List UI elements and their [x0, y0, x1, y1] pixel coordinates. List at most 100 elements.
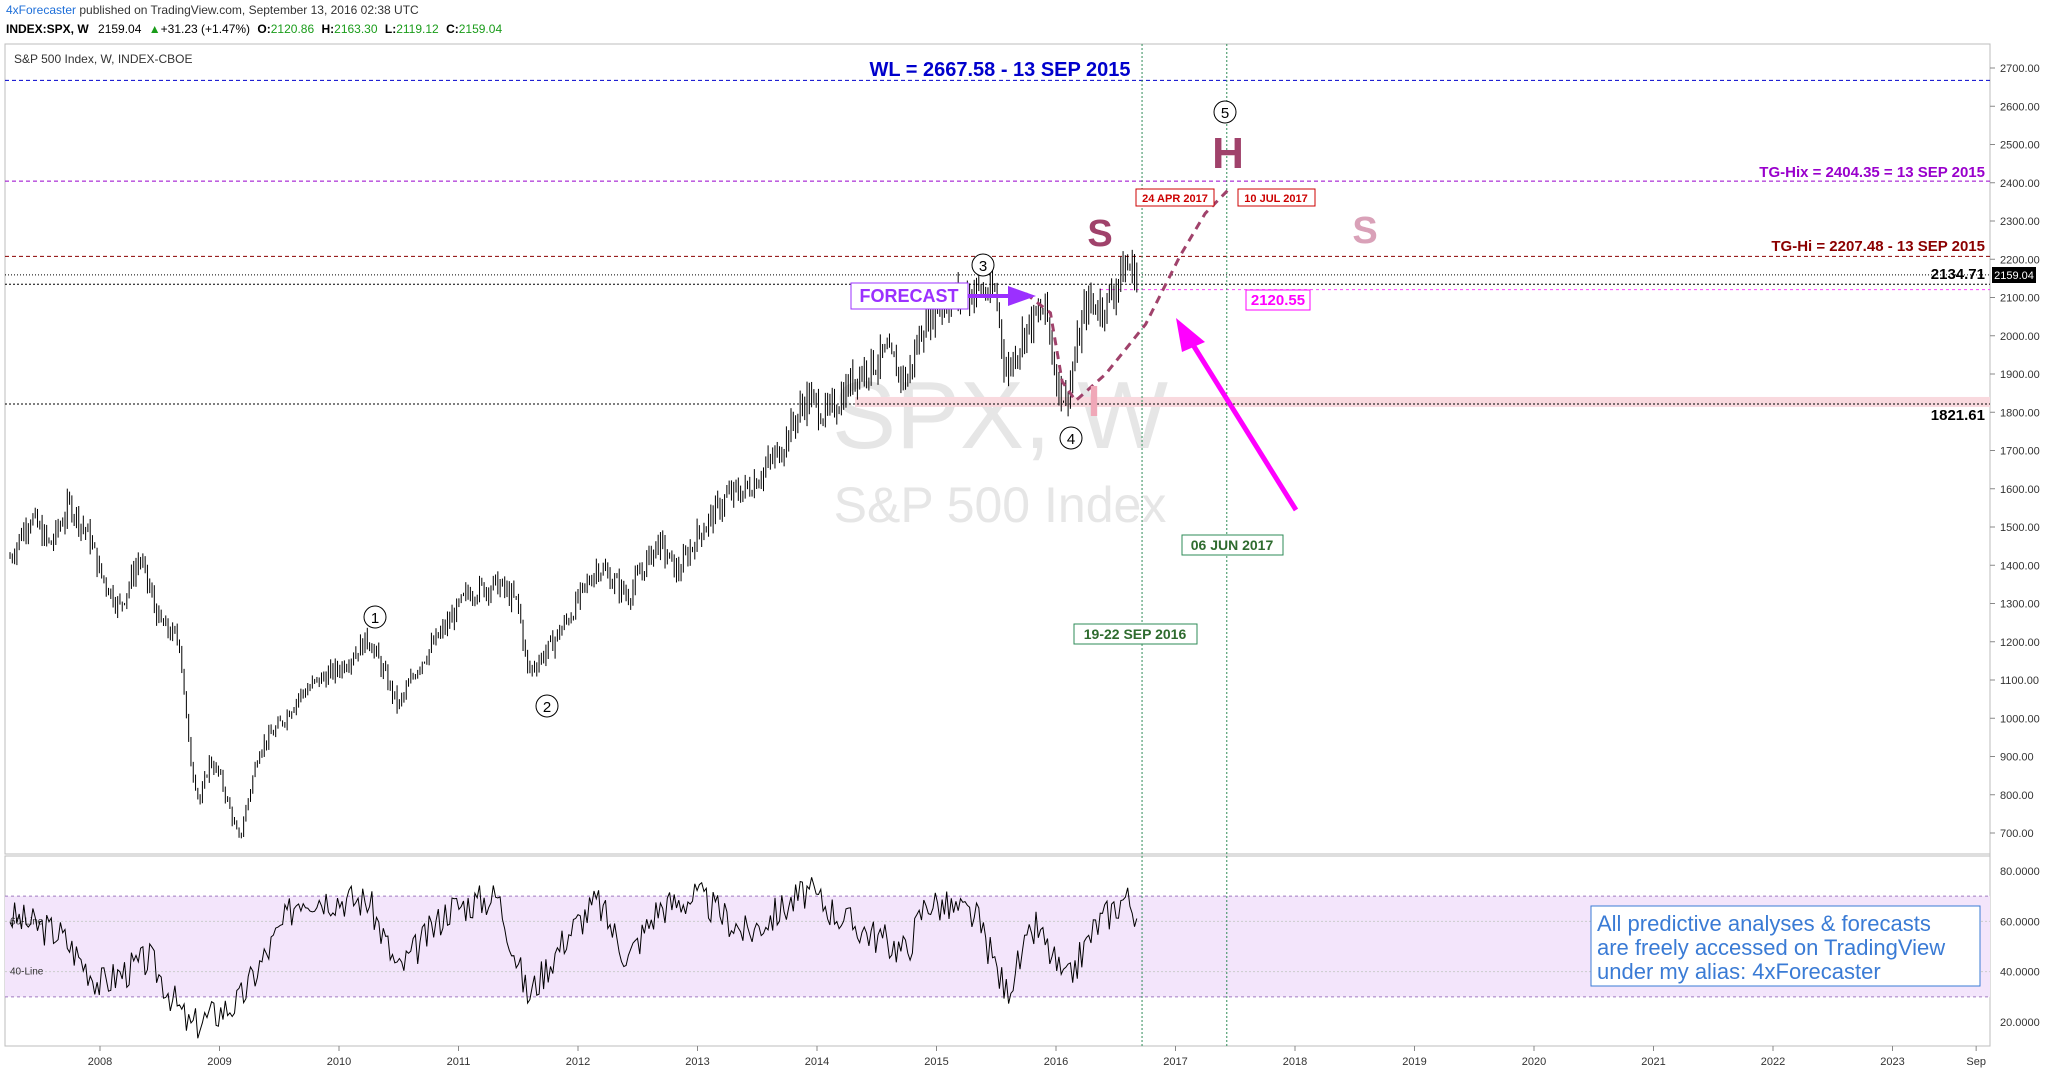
wave-2-marker: 2: [535, 694, 559, 718]
time-tick-label: 2019: [1402, 1056, 1426, 1068]
price-tick-label: 900.00: [2000, 752, 2034, 764]
time-tick-label: 2012: [566, 1056, 590, 1068]
rsi-series-line: [9, 877, 1138, 1039]
pattern-i-marker: I: [1088, 377, 1100, 426]
forecast-curve[interactable]: [1024, 185, 1233, 404]
up-triangle-icon: ▲: [149, 22, 161, 36]
time-axis[interactable]: 2008 2009 2010 2011 2012 2013 2014 2015 2016 2017…: [88, 1046, 1986, 1068]
price-tick-label: 1300.00: [2000, 599, 2040, 611]
close-label: C:: [446, 22, 459, 36]
last-price: 2159.04: [98, 22, 142, 36]
header-line-2: INDEX:SPX, W 2159.04 ▲+31.23 (+1.47%) O:…: [6, 22, 502, 36]
high-value: 2163.30: [334, 22, 378, 36]
low-label: L:: [385, 22, 396, 36]
price-tick-label: 1600.00: [2000, 484, 2040, 496]
rsi-60-label: 60-Line: [10, 916, 44, 927]
wave-5-marker: 5: [1213, 100, 1237, 124]
pattern-right-shoulder: S: [1352, 210, 1377, 252]
open-value: 2120.86: [271, 22, 315, 36]
price-tick-label: 1500.00: [2000, 522, 2040, 534]
wave-1-marker: 1: [363, 605, 387, 629]
price-tick-label: 2300.00: [2000, 216, 2040, 228]
time-tick-label: 2018: [1283, 1056, 1307, 1068]
rsi-40-label: 40-Line: [10, 967, 44, 978]
time-tick-label: 2016: [1044, 1056, 1068, 1068]
time-tick-label: 2017: [1163, 1056, 1187, 1068]
time-tick-label: 2014: [805, 1056, 829, 1068]
info-line-1: All predictive analyses & forecasts: [1597, 911, 1931, 936]
price-tick-label: 2500.00: [2000, 140, 2040, 152]
price-tick-label: 1100.00: [2000, 675, 2039, 687]
close-value: 2159.04: [459, 22, 503, 36]
date-10jul-box: [1237, 188, 1316, 207]
level-2120-box: [1245, 289, 1311, 311]
price-tick-label: 2700.00: [2000, 63, 2040, 75]
wave-1-label: 1: [371, 610, 379, 627]
level-2134-label: 2134.71: [1931, 266, 1985, 283]
time-tick-label: 2008: [88, 1056, 112, 1068]
change-value: +31.23 (+1.47%): [161, 22, 250, 36]
time-tick-label: 2009: [207, 1056, 231, 1068]
tg-hi-label: TG-Hi = 2207.48 - 13 SEP 2015: [1771, 238, 1985, 255]
price-tick-label: 700.00: [2000, 828, 2034, 840]
time-tick-label: 2022: [1761, 1056, 1785, 1068]
rsi-tick-label: 40.0000: [2000, 967, 2040, 979]
main-pane[interactable]: [4, 43, 1991, 855]
date-1922sep-label: 19-22 SEP 2016: [1084, 626, 1187, 642]
date-06jun-box: [1181, 534, 1284, 556]
wave-5-label: 5: [1221, 105, 1229, 122]
pattern-left-shoulder: S: [1087, 213, 1112, 255]
price-tick-label: 2200.00: [2000, 254, 2040, 266]
low-value: 2119.12: [396, 22, 439, 36]
wave-3-label: 3: [979, 258, 987, 275]
support-zone-1821[interactable]: [855, 396, 1990, 407]
price-tick-label: 2000.00: [2000, 331, 2040, 343]
wave-4-marker: 4: [1059, 426, 1083, 450]
pattern-head: H: [1212, 129, 1244, 178]
price-tick-label: 2600.00: [2000, 101, 2040, 113]
open-label: O:: [257, 22, 270, 36]
rsi-axis: 20.0000 40.0000 60.0000 80.0000: [2000, 866, 2040, 1029]
forecast-label: FORECAST: [860, 286, 959, 306]
published-text: published on TradingView.com, September …: [76, 3, 419, 17]
rsi-tick-label: 20.0000: [2000, 1017, 2040, 1029]
price-axis[interactable]: 700.00 800.00 900.00 1000.00 1100.00 1200.00 1…: [1990, 63, 2040, 840]
date-24apr-label: 24 APR 2017: [1142, 193, 1208, 205]
info-line-3: under my alias: 4xForecaster: [1597, 959, 1881, 984]
tg-hix-label: TG-Hix = 2404.35 = 13 SEP 2015: [1759, 164, 1985, 181]
wave-3-marker: 3: [971, 253, 995, 277]
brand-link[interactable]: 4xForecaster: [6, 3, 76, 17]
wl-label: WL = 2667.58 - 13 SEP 2015: [869, 59, 1130, 81]
high-label: H:: [321, 22, 334, 36]
symbol-label[interactable]: INDEX:SPX, W: [6, 22, 89, 36]
price-tick-label: 1400.00: [2000, 560, 2040, 572]
price-tick-label: 1200.00: [2000, 637, 2040, 649]
time-tick-label: 2011: [447, 1056, 471, 1068]
info-line-2: are freely accessed on TradingView: [1597, 935, 1945, 960]
wave-4-label: 4: [1067, 431, 1075, 448]
header-line-1: 4xForecaster published on TradingView.co…: [6, 3, 419, 17]
date-10jul-label: 10 JUL 2017: [1244, 193, 1307, 205]
level-1821-label: 1821.61: [1931, 407, 1985, 424]
magenta-arrow-shaft: [1187, 338, 1299, 512]
time-tick-label: 2021: [1641, 1056, 1665, 1068]
price-tick-label: 1900.00: [2000, 369, 2040, 381]
forecast-arrow-head: [1008, 286, 1036, 306]
time-tick-label: 2013: [685, 1056, 709, 1068]
time-tick-label: 2010: [327, 1056, 351, 1068]
rsi-tick-label: 60.0000: [2000, 916, 2040, 928]
wave-2-label: 2: [543, 699, 551, 716]
price-bars: [9, 249, 1138, 839]
time-tick-label: 2023: [1880, 1056, 1904, 1068]
chart-title: S&P 500 Index, W, INDEX-CBOE: [14, 52, 193, 66]
date-06jun-label: 06 JUN 2017: [1191, 537, 1274, 553]
date-1922sep-box: [1073, 623, 1198, 645]
price-tick-label: 2100.00: [2000, 293, 2040, 305]
info-box: [1590, 905, 1981, 987]
price-tag-label: 2159.04: [1994, 270, 2034, 282]
time-tick-label: Sep: [1966, 1056, 1986, 1068]
price-tick-label: 1000.00: [2000, 713, 2040, 725]
watermark-name: S&P 500 Index: [834, 477, 1167, 533]
time-tick-label: 2020: [1522, 1056, 1546, 1068]
